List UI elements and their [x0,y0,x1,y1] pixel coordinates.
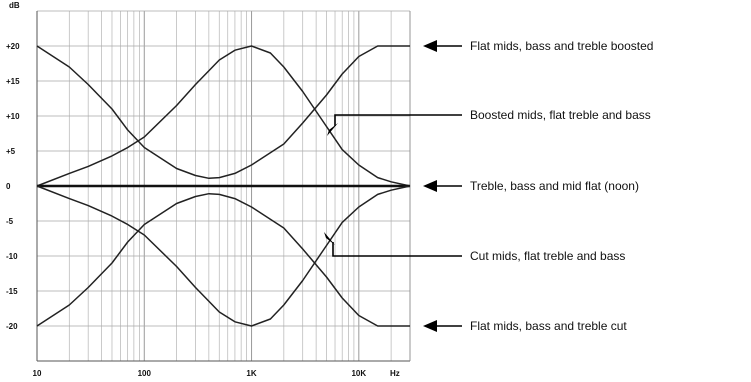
annotation-arrow-shaft [332,242,462,257]
x-tick-label: 10K [351,369,366,378]
annotations: Flat mids, bass and treble boosted Booste… [324,39,653,333]
annotation-label: Flat mids, bass and treble boosted [470,39,653,53]
y-tick-label: -5 [6,217,14,226]
annotation-label: Cut mids, flat treble and bass [470,249,625,263]
y-tick-label: +10 [6,112,20,121]
annotation-arrow-head [327,123,338,136]
curve-bass-treble-cut [36,192,410,327]
y-tick-label: -10 [6,252,18,261]
annotation-label: Treble, bass and mid flat (noon) [470,179,639,193]
annotation-arrow-shaft [334,114,462,126]
curves [36,45,411,327]
y-tick-label: 0 [6,182,11,191]
y-unit-label: dB [9,1,20,10]
x-tick-label: 100 [138,369,152,378]
x-tick-label: 10 [33,369,42,378]
annotation-label: Flat mids, bass and treble cut [470,319,627,333]
y-tick-label: -20 [6,322,18,331]
annotation-arrow-head [423,180,437,192]
tick-labels: +20 +15 +10 +5 0 -5 -10 -15 -20 10 100 1K 10K dB Hz [6,1,400,378]
y-tick-label: +20 [6,42,20,51]
annotation-label: Boosted mids, flat treble and bass [470,108,651,122]
y-tick-label: +5 [6,147,16,156]
y-tick-label: -15 [6,287,18,296]
curve-mid-cut [36,185,411,327]
curve-bass-treble-boost [36,45,410,180]
x-tick-label: 1K [246,369,256,378]
annotation-arrow-head [423,40,437,52]
annotation-arrow-head [324,232,335,245]
curve-mid-boost [36,45,411,187]
y-tick-label: +15 [6,77,20,86]
x-unit-label: Hz [390,369,400,378]
annotation-arrow-head [423,320,437,332]
